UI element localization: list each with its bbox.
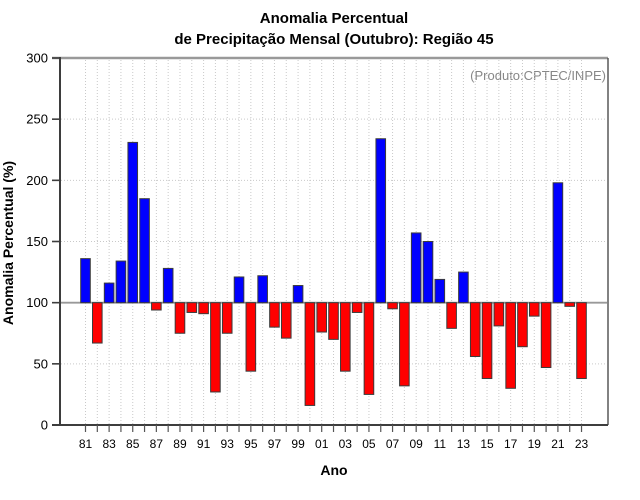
- bar-14: [469, 302, 481, 358]
- bar-86: [139, 198, 150, 304]
- bar-03: [340, 302, 351, 372]
- x-axis-label: Ano: [320, 462, 348, 478]
- y-tick-label: 0: [41, 418, 48, 433]
- x-tick-label: 81: [79, 437, 93, 451]
- bar-87: [151, 302, 162, 311]
- bar-04: [351, 302, 363, 313]
- bar-00: [304, 302, 316, 406]
- bar-94: [233, 276, 245, 304]
- bar-21: [552, 182, 564, 304]
- x-tick-label: 91: [197, 437, 211, 451]
- x-tick-label: 05: [362, 437, 376, 451]
- y-tick-label: 50: [34, 356, 48, 371]
- x-tick-label: 95: [244, 437, 258, 451]
- bar-99: [292, 285, 304, 304]
- x-tick-label: 87: [150, 437, 164, 451]
- bar-95: [245, 302, 257, 372]
- bar-05: [363, 302, 375, 395]
- bar-18: [517, 302, 528, 348]
- x-tick-label: 85: [126, 437, 140, 451]
- bar-90: [186, 302, 198, 313]
- bar-20: [540, 302, 552, 369]
- bar-88: [162, 267, 174, 304]
- bar-17: [505, 302, 516, 389]
- bar-10: [422, 241, 434, 304]
- bar-11: [434, 278, 446, 304]
- y-tick-label: 100: [26, 295, 48, 310]
- x-tick-label: 23: [575, 437, 589, 451]
- bar-13: [458, 271, 469, 304]
- bar-84: [115, 260, 127, 304]
- x-tick-label: 93: [221, 437, 235, 451]
- x-tick-label: 19: [528, 437, 542, 451]
- bar-15: [481, 302, 493, 380]
- x-tick-label: 03: [339, 437, 353, 451]
- y-tick-label: 250: [26, 112, 48, 127]
- bar-93: [221, 302, 233, 334]
- bar-97: [269, 302, 280, 328]
- bar-07: [387, 302, 398, 310]
- x-tick-label: 07: [386, 437, 400, 451]
- x-tick-label: 13: [457, 437, 471, 451]
- bar-98: [280, 302, 292, 339]
- y-tick-label: 200: [26, 173, 48, 188]
- bar-85: [127, 141, 139, 304]
- bar-01: [316, 302, 327, 333]
- bar-22: [564, 302, 576, 307]
- source-annotation: (Produto:CPTEC/INPE): [470, 68, 606, 83]
- x-tick-label: 21: [551, 437, 565, 451]
- bar-19: [528, 302, 540, 317]
- x-tick-label: 97: [268, 437, 282, 451]
- x-tick-label: 15: [480, 437, 494, 451]
- bar-23: [576, 302, 587, 380]
- bar-16: [493, 302, 505, 327]
- bar-92: [210, 302, 221, 393]
- bar-91: [198, 302, 209, 315]
- chart-title-line2: de Precipitação Mensal (Outubro): Região…: [174, 31, 494, 48]
- x-tick-label: 09: [410, 437, 424, 451]
- bar-12: [446, 302, 457, 329]
- bar-06: [375, 138, 387, 304]
- bar-81: [80, 258, 91, 304]
- bar-82: [92, 302, 103, 344]
- bar-89: [174, 302, 186, 334]
- chart-title-line1: Anomalia Percentual: [259, 10, 409, 27]
- bar-09: [410, 232, 422, 304]
- bar-08: [399, 302, 410, 387]
- bar-83: [103, 282, 115, 304]
- bar-96: [257, 275, 268, 304]
- y-tick-label: 150: [26, 234, 48, 249]
- x-tick-label: 83: [102, 437, 116, 451]
- bar-02: [328, 302, 339, 340]
- x-tick-label: 89: [173, 437, 187, 451]
- y-tick-label: 300: [26, 51, 48, 66]
- x-tick-label: 01: [315, 437, 329, 451]
- x-tick-label: 17: [504, 437, 518, 451]
- x-tick-label: 99: [291, 437, 305, 451]
- x-tick-label: 11: [434, 437, 447, 451]
